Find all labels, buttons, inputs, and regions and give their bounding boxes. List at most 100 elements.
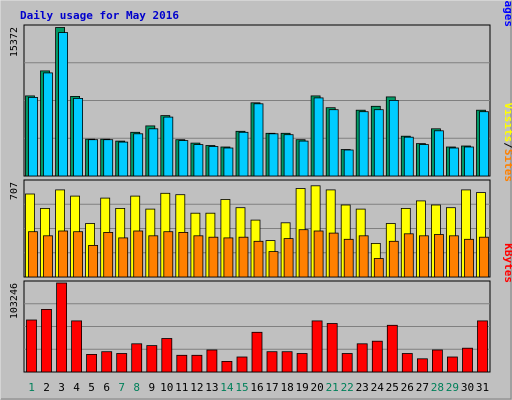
bar-sites-28 [433, 234, 444, 278]
bar-kbytes-18 [281, 351, 293, 373]
bar-files-7 [118, 141, 129, 177]
bar-kbytes-5 [86, 353, 97, 373]
bar-kbytes-8 [131, 343, 143, 373]
bar-kbytes-30 [462, 347, 473, 373]
bar-sites-7 [118, 237, 129, 278]
bar-sites-21 [328, 232, 339, 278]
bar-kbytes-22 [341, 353, 353, 373]
bar-kbytes-21 [326, 323, 338, 373]
xtick-label-13: 13 [205, 381, 218, 394]
xtick-label-29: 29 [446, 381, 459, 394]
bar-kbytes-10 [161, 338, 173, 373]
bar-sites-2 [43, 235, 53, 278]
xtick-label-28: 28 [431, 381, 444, 394]
bar-files-20 [313, 97, 324, 177]
xtick-label-6: 6 [103, 381, 110, 394]
bar-files-26 [403, 136, 414, 177]
bar-sites-11 [178, 231, 189, 278]
bar-files-17 [268, 133, 279, 177]
xtick-label-21: 21 [326, 381, 339, 394]
bar-files-6 [103, 139, 114, 177]
bar-kbytes-2 [41, 308, 52, 373]
xtick-label-5: 5 [88, 381, 95, 394]
bar-kbytes-15 [236, 356, 248, 373]
ytick-max-label: 15372 [9, 27, 20, 57]
bar-sites-10 [163, 231, 174, 278]
bar-sites-9 [148, 235, 159, 278]
bar-sites-29 [448, 235, 459, 278]
bar-kbytes-31 [477, 320, 488, 373]
bar-kbytes-4 [71, 320, 82, 373]
bar-kbytes-25 [386, 324, 398, 373]
xtick-label-10: 10 [160, 381, 173, 394]
bar-sites-26 [403, 233, 414, 278]
series-legend: Visits/Sites [502, 103, 512, 183]
bar-kbytes-14 [221, 360, 233, 373]
bar-sites-25 [388, 240, 399, 278]
bar-files-29 [448, 147, 459, 177]
xtick-label-25: 25 [386, 381, 399, 394]
bar-kbytes-7 [116, 353, 128, 373]
chart-title: Daily usage for May 2016 [20, 9, 179, 22]
bar-kbytes-29 [446, 356, 458, 373]
xtick-label-15: 15 [235, 381, 248, 394]
bar-files-22 [343, 149, 354, 177]
bar-files-4 [73, 98, 83, 177]
xtick-label-17: 17 [265, 381, 278, 394]
xtick-label-19: 19 [295, 381, 308, 394]
bar-sites-14 [223, 237, 234, 278]
bar-sites-15 [238, 236, 249, 278]
xtick-label-3: 3 [58, 381, 65, 394]
bar-files-12 [193, 144, 204, 177]
bar-sites-3 [58, 230, 68, 278]
bar-sites-19 [298, 229, 309, 278]
bar-kbytes-13 [206, 349, 218, 373]
bar-sites-17 [268, 251, 279, 278]
bar-kbytes-20 [311, 320, 323, 373]
bar-sites-27 [418, 235, 429, 278]
bar-sites-30 [464, 238, 474, 278]
panel-1: 15372 Hits/Files/Pages [9, 0, 512, 177]
bar-files-16 [253, 103, 264, 177]
bar-kbytes-1 [26, 319, 37, 373]
xtick-label-22: 22 [341, 381, 354, 394]
xtick-label-16: 16 [250, 381, 263, 394]
xtick-label-12: 12 [190, 381, 203, 394]
bar-files-1 [28, 97, 38, 177]
bar-sites-8 [133, 230, 144, 278]
bar-files-8 [133, 133, 144, 177]
series-legend: Hits/Files/Pages [502, 0, 512, 27]
bar-sites-20 [313, 230, 324, 278]
bar-files-5 [88, 139, 98, 177]
xtick-label-20: 20 [310, 381, 323, 394]
bar-kbytes-11 [176, 354, 188, 373]
bar-files-23 [358, 111, 369, 177]
x-axis: 1 2 3 4 5 6 7 8 9 10 11 12 13 14 15 16 17 18 19 20 21 22 23 24 2… [28, 381, 489, 394]
panels: 15372 Hits/Files/Pages 707 Visits/Sites 1032… [9, 0, 512, 373]
xtick-label-14: 14 [220, 381, 234, 394]
ytick-max-label: 103246 [9, 283, 20, 319]
bar-kbytes-19 [296, 353, 308, 373]
bar-sites-24 [373, 258, 384, 278]
bar-sites-5 [88, 244, 98, 278]
bar-sites-23 [358, 235, 369, 278]
bar-kbytes-16 [251, 331, 263, 373]
bar-files-18 [283, 134, 294, 177]
bar-files-10 [163, 116, 174, 177]
bar-sites-16 [253, 240, 264, 278]
bar-kbytes-23 [356, 343, 368, 373]
bar-files-27 [418, 144, 429, 177]
bar-files-24 [373, 109, 384, 177]
bar-kbytes-24 [371, 340, 383, 373]
bar-sites-18 [283, 238, 294, 278]
bar-sites-13 [208, 236, 219, 278]
bar-sites-31 [479, 236, 489, 278]
bar-sites-6 [103, 231, 114, 278]
bar-kbytes-17 [266, 351, 278, 373]
bar-files-25 [388, 100, 399, 177]
xtick-label-27: 27 [416, 381, 429, 394]
bar-kbytes-27 [416, 358, 428, 373]
xtick-label-18: 18 [280, 381, 293, 394]
